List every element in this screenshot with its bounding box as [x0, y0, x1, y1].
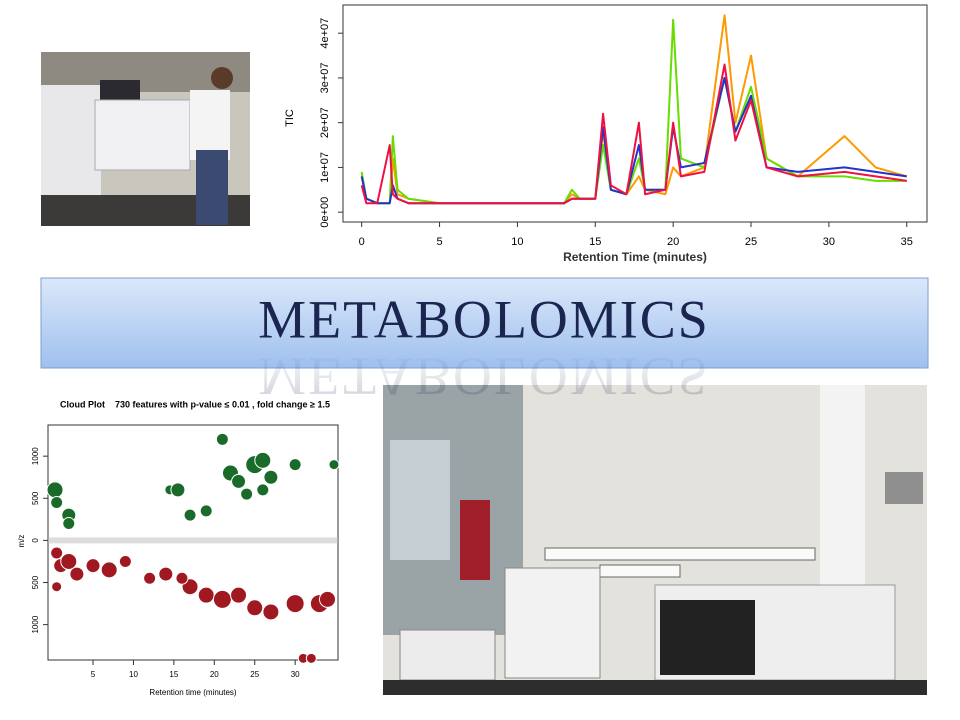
x-axis-label: Retention time (minutes): [149, 688, 236, 697]
y-tick-label: 3e+07: [319, 62, 331, 93]
feature-bubble: [100, 561, 118, 579]
feature-bubble: [50, 495, 64, 509]
lab-photo-1: [41, 52, 250, 226]
feature-bubble: [46, 481, 64, 499]
tic-chart: 0 5 10 15 20 25 30 35 0e+00 1e+07 2e+07 3e+07 4e+07 R…: [284, 4, 928, 264]
y-tick-label: 1000: [31, 615, 40, 633]
x-tick-label: 5: [91, 670, 96, 679]
feature-bubble: [285, 594, 305, 614]
banner-title: METABOLOMICS: [258, 289, 710, 349]
tic-line: [360, 14, 908, 205]
feature-bubble: [197, 586, 215, 604]
tic-line: [360, 18, 907, 205]
y-tick-label: 500: [31, 491, 40, 505]
cloud-plot: 5 10 15 20 25 30 1000 500 0 500 1000 Cloud Plot 730…: [17, 399, 340, 697]
y-tick-label: 500: [31, 575, 40, 589]
feature-bubble: [254, 451, 272, 469]
feature-bubble: [240, 487, 254, 501]
feature-bubble: [263, 469, 279, 485]
feature-bubble: [50, 546, 64, 560]
x-axis-label: Retention Time (minutes): [563, 250, 707, 264]
x-tick-label: 10: [129, 670, 138, 679]
feature-bubble: [256, 483, 270, 497]
feature-bubble: [158, 566, 174, 582]
feature-bubble: [62, 517, 76, 531]
feature-bubble: [288, 458, 302, 472]
tic-line: [360, 63, 907, 205]
x-tick-label: 15: [589, 236, 601, 248]
x-tick-label: 30: [291, 670, 300, 679]
y-axis-label: TIC: [284, 109, 296, 127]
banner-reflection: METABOLOMICS: [258, 347, 710, 407]
feature-bubble: [305, 652, 317, 664]
feature-bubble: [262, 603, 280, 621]
x-tick-label: 25: [250, 670, 259, 679]
x-tick-label: 5: [436, 236, 442, 248]
feature-bubble: [212, 589, 232, 609]
feature-bubble: [199, 504, 213, 518]
y-tick-label: 1000: [31, 447, 40, 465]
feature-bubble: [215, 432, 229, 446]
feature-bubble: [183, 508, 197, 522]
x-tick-label: 30: [823, 236, 835, 248]
y-tick-label: 0: [31, 538, 40, 543]
x-tick-label: 15: [169, 670, 178, 679]
x-tick-label: 0: [359, 236, 365, 248]
feature-bubble: [118, 554, 132, 568]
feature-bubble: [51, 581, 63, 593]
feature-bubble: [328, 459, 340, 471]
feature-bubble: [230, 586, 248, 604]
feature-bubble: [69, 566, 85, 582]
feature-bubble: [175, 571, 189, 585]
x-tick-label: 10: [511, 236, 523, 248]
feature-bubble: [170, 482, 186, 498]
y-tick-label: 4e+07: [319, 18, 331, 49]
feature-bubble: [246, 599, 264, 617]
x-tick-label: 35: [901, 236, 913, 248]
chart-title: Cloud Plot 730 features with p-value ≤ 0…: [60, 399, 330, 409]
plot-frame: [342, 4, 928, 223]
x-tick-label: 20: [667, 236, 679, 248]
feature-bubble: [85, 558, 101, 574]
lab-photo-2: [383, 385, 927, 695]
x-tick-label: 25: [745, 236, 757, 248]
y-tick-label: 2e+07: [319, 107, 331, 138]
y-axis-label: m/z: [17, 535, 26, 548]
y-tick-label: 1e+07: [319, 152, 331, 183]
feature-bubble: [231, 473, 247, 489]
feature-bubble: [318, 590, 336, 608]
banner: [40, 277, 929, 369]
y-tick-label: 0e+00: [319, 197, 331, 228]
x-tick-label: 20: [210, 670, 219, 679]
feature-bubble: [143, 571, 157, 585]
feature-bubble: [60, 552, 78, 570]
